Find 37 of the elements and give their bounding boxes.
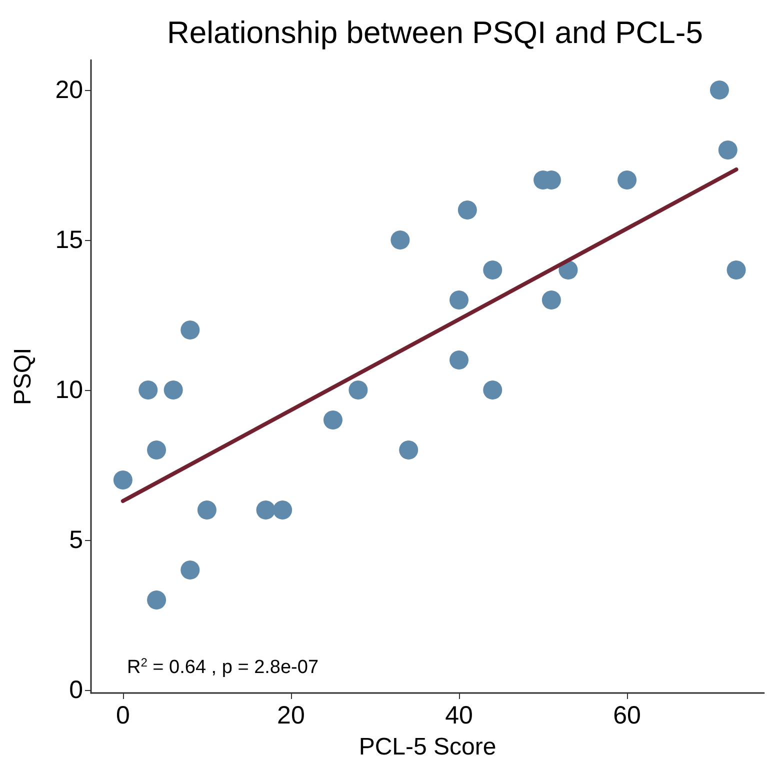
point: [197, 500, 216, 520]
point: [164, 380, 183, 400]
chart-title: Relationship between PSQI and PCL-5: [167, 15, 703, 50]
y-tick-label: 15: [55, 226, 83, 254]
point: [323, 410, 342, 430]
x-tick-label: 40: [445, 702, 473, 730]
point: [113, 470, 132, 490]
point: [180, 560, 200, 580]
point: [710, 80, 729, 100]
point: [483, 260, 502, 280]
point: [450, 350, 469, 370]
point: [450, 290, 469, 310]
y-tick-label: 0: [69, 676, 83, 704]
x-tick-label: 60: [613, 702, 641, 730]
x-axis-title: PCL-5 Score: [358, 734, 496, 760]
point: [399, 440, 418, 460]
x-tick-label: 20: [277, 702, 305, 730]
point: [348, 380, 368, 400]
point: [180, 320, 200, 340]
point: [138, 380, 158, 400]
point: [542, 290, 561, 310]
point: [726, 260, 746, 280]
point: [273, 500, 292, 520]
y-tick-label: 5: [69, 526, 83, 554]
point: [458, 200, 477, 220]
point: [390, 230, 410, 250]
y-tick-label: 20: [55, 76, 83, 104]
point: [483, 380, 502, 400]
point: [147, 590, 166, 610]
point: [618, 170, 637, 190]
point: [147, 440, 166, 460]
point: [558, 260, 578, 280]
x-tick-label: 0: [116, 702, 130, 730]
point: [256, 500, 276, 520]
point: [718, 140, 738, 160]
y-tick-label: 10: [55, 376, 83, 404]
y-axis-title: PSQI: [10, 348, 36, 406]
